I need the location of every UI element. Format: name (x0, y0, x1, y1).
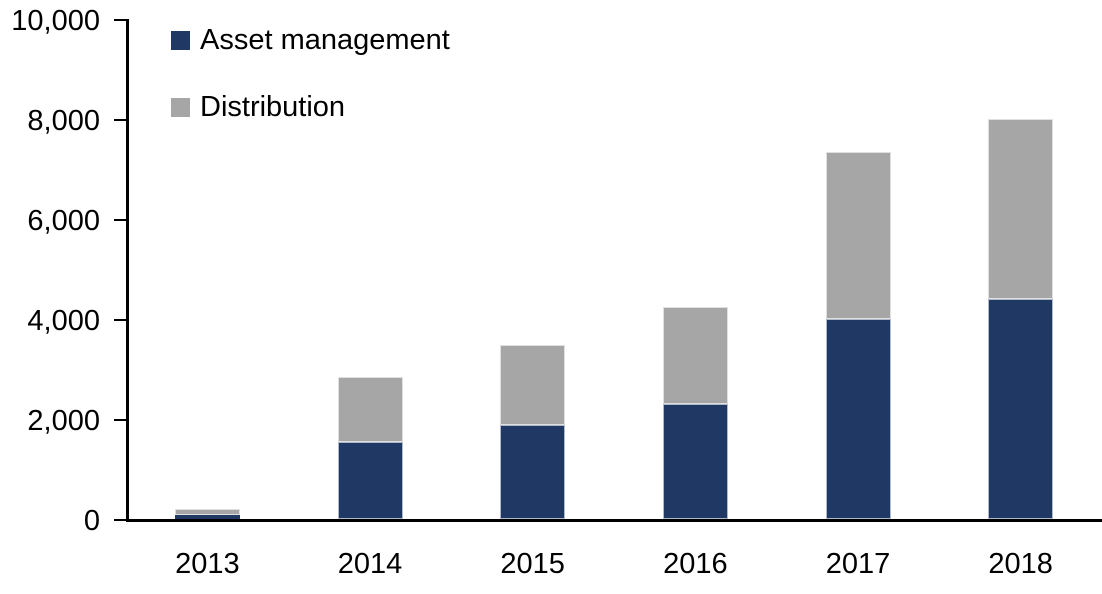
legend-swatch-asset-management (171, 30, 190, 50)
bar-segment-asset-management-2018 (988, 299, 1054, 519)
legend-label-distribution: Distribution (200, 91, 346, 123)
y-tick (114, 119, 126, 121)
y-axis-line (126, 19, 129, 522)
y-tick-label: 4,000 (27, 304, 100, 337)
y-tick (114, 19, 126, 21)
bar-segment-asset-management-2017 (825, 319, 891, 519)
bar-segment-distribution-2018 (988, 119, 1054, 299)
x-tick-label-2015: 2015 (500, 548, 565, 580)
y-tick (114, 319, 126, 321)
x-tick-label-2017: 2017 (825, 548, 891, 580)
x-tick-label-2018: 2018 (988, 548, 1053, 580)
y-tick (114, 419, 126, 421)
bar-segment-asset-management-2016 (662, 404, 728, 519)
legend-item-distribution: Distribution (171, 92, 450, 122)
bar-segment-distribution-2013 (174, 509, 240, 516)
legend-label-asset-management: Asset management (200, 24, 450, 56)
bar-segment-asset-management-2015 (500, 425, 566, 519)
x-tick-label-2016: 2016 (663, 548, 728, 580)
bar-segment-distribution-2016 (662, 306, 728, 404)
y-tick-label: 6,000 (27, 204, 100, 237)
y-tick-label: 10,000 (11, 4, 100, 37)
bar-segment-distribution-2014 (337, 376, 403, 442)
x-tick-label-2014: 2014 (337, 548, 403, 580)
legend: Asset management Distribution (171, 25, 450, 159)
y-tick (114, 219, 126, 221)
y-tick (114, 519, 126, 521)
bar-segment-distribution-2017 (825, 151, 891, 319)
x-axis-line (126, 519, 1102, 522)
legend-swatch-distribution (171, 97, 190, 117)
y-tick-label: 0 (83, 504, 100, 537)
bar-segment-asset-management-2013 (174, 515, 240, 519)
y-tick-label: 2,000 (27, 404, 100, 437)
y-tick-label: 8,000 (27, 104, 100, 137)
legend-item-asset-management: Asset management (171, 25, 450, 55)
x-tick-label-2013: 2013 (175, 548, 240, 580)
bar-segment-distribution-2015 (500, 345, 566, 426)
bar-segment-asset-management-2014 (337, 441, 403, 519)
